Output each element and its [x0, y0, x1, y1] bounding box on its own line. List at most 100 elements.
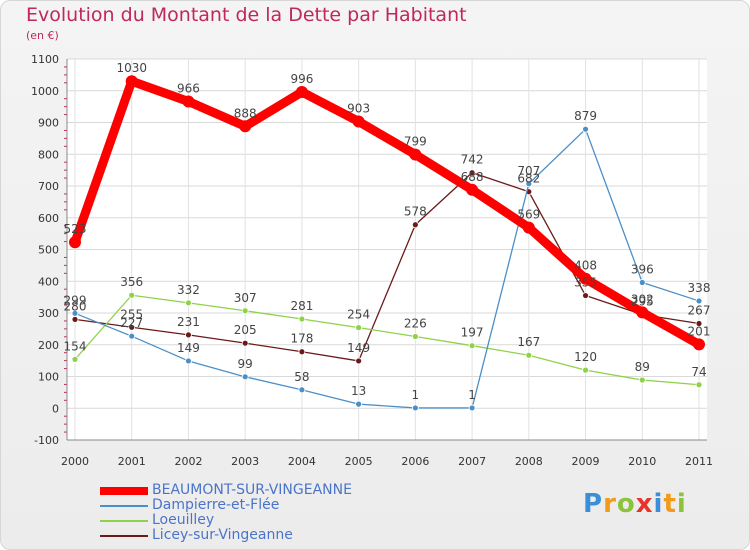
- data-point: [71, 309, 79, 317]
- x-tick-label: 2005: [345, 455, 373, 468]
- data-point: [355, 324, 363, 332]
- data-label: 578: [404, 205, 427, 219]
- data-label: 58: [294, 370, 309, 384]
- unit-label: (en €): [26, 29, 59, 42]
- data-point: [638, 279, 646, 286]
- data-label: 178: [290, 332, 313, 346]
- data-label: 167: [517, 335, 540, 349]
- legend-label: Dampierre-et-Flée: [152, 497, 280, 513]
- chart-title: Evolution du Montant de la Dette par Hab…: [26, 4, 467, 26]
- y-tick-label: 1100: [31, 53, 59, 66]
- legend-item: BEAUMONT-SUR-VINGEANNE: [100, 483, 420, 498]
- proxiti-logo: Proxiti: [583, 489, 687, 519]
- data-point: [411, 333, 419, 340]
- legend-label: BEAUMONT-SUR-VINGEANNE: [152, 482, 352, 498]
- x-tick-label: 2004: [288, 455, 316, 468]
- data-label: 201: [688, 324, 711, 338]
- x-tick-label: 2010: [628, 455, 656, 468]
- logo-letter: P: [583, 489, 604, 519]
- data-label: 299: [64, 293, 87, 307]
- data-label: 682: [517, 172, 540, 186]
- data-label: 355: [574, 276, 597, 290]
- legend-swatch: [100, 535, 148, 537]
- legend: BEAUMONT-SUR-VINGEANNE Dampierre-et-Flée L…: [100, 483, 420, 543]
- data-label: 332: [177, 283, 200, 297]
- data-label: 154: [64, 339, 87, 353]
- data-label: 231: [177, 315, 200, 329]
- data-label: 302: [631, 292, 654, 306]
- y-tick-label: 800: [38, 148, 59, 161]
- legend-label: Licey-sur-Vingeanne: [152, 527, 293, 543]
- x-tick-label: 2007: [458, 455, 486, 468]
- legend-swatch: [100, 505, 148, 507]
- data-point: [352, 115, 365, 128]
- data-label: 408: [574, 259, 597, 273]
- y-tick-label: 900: [38, 117, 59, 130]
- data-point: [409, 148, 422, 161]
- data-label: 295: [631, 295, 654, 309]
- data-point: [298, 386, 306, 394]
- logo-letter: r: [603, 489, 617, 519]
- data-point: [71, 355, 79, 363]
- y-tick-label: 1000: [31, 85, 59, 98]
- data-label: 996: [290, 72, 313, 86]
- data-point: [241, 307, 249, 315]
- y-tick-label: 300: [38, 307, 59, 320]
- data-point: [468, 169, 476, 177]
- y-tick-label: 100: [38, 371, 59, 384]
- data-point: [466, 183, 479, 196]
- data-point: [239, 120, 252, 133]
- data-label: 255: [120, 307, 143, 321]
- data-label: 707: [517, 164, 540, 178]
- y-tick-label: -100: [34, 434, 59, 447]
- data-label: 903: [347, 102, 370, 116]
- data-point: [125, 75, 138, 88]
- data-label: 523: [64, 222, 87, 236]
- x-tick-label: 2006: [401, 455, 429, 468]
- data-label: 74: [691, 365, 706, 379]
- x-tick-label: 2008: [515, 455, 543, 468]
- x-tick-label: 2001: [118, 455, 146, 468]
- data-label: 197: [461, 326, 484, 340]
- data-label: 280: [64, 299, 87, 313]
- data-point: [185, 299, 192, 307]
- y-tick-label: 700: [38, 180, 59, 193]
- legend-item: Loeuilley: [100, 513, 420, 528]
- data-label: 120: [574, 350, 597, 364]
- data-point: [69, 236, 81, 249]
- data-label: 1: [468, 388, 476, 402]
- y-tick-label: 200: [38, 339, 59, 352]
- legend-label: Loeuilley: [152, 512, 215, 528]
- data-point: [182, 95, 195, 108]
- logo-letter: t: [663, 489, 677, 519]
- data-point: [185, 357, 192, 365]
- x-tick-label: 2000: [61, 455, 89, 468]
- data-label: 1030: [116, 61, 147, 75]
- data-label: 89: [635, 360, 650, 374]
- data-point: [468, 404, 476, 412]
- series-line: [74, 294, 700, 386]
- legend-item: Licey-sur-Vingeanne: [100, 528, 420, 543]
- data-label: 267: [688, 303, 711, 317]
- data-label: 226: [404, 316, 427, 330]
- logo-letter: i: [653, 489, 664, 519]
- data-point: [241, 373, 249, 381]
- data-point: [695, 297, 703, 305]
- data-point: [71, 315, 79, 323]
- data-label: 307: [234, 291, 257, 305]
- legend-item: Dampierre-et-Flée: [100, 498, 420, 513]
- x-tick-label: 2003: [231, 455, 259, 468]
- data-label: 149: [177, 341, 200, 355]
- data-label: 1: [412, 388, 420, 402]
- data-point: [295, 86, 308, 99]
- data-label: 879: [574, 109, 597, 123]
- data-point: [638, 376, 646, 384]
- data-point: [468, 342, 476, 350]
- y-tick-label: 600: [38, 212, 59, 225]
- data-label: 742: [461, 153, 484, 167]
- logo-letter: o: [616, 489, 636, 519]
- data-point: [128, 291, 136, 299]
- data-label: 13: [351, 384, 366, 398]
- legend-swatch: [100, 487, 148, 495]
